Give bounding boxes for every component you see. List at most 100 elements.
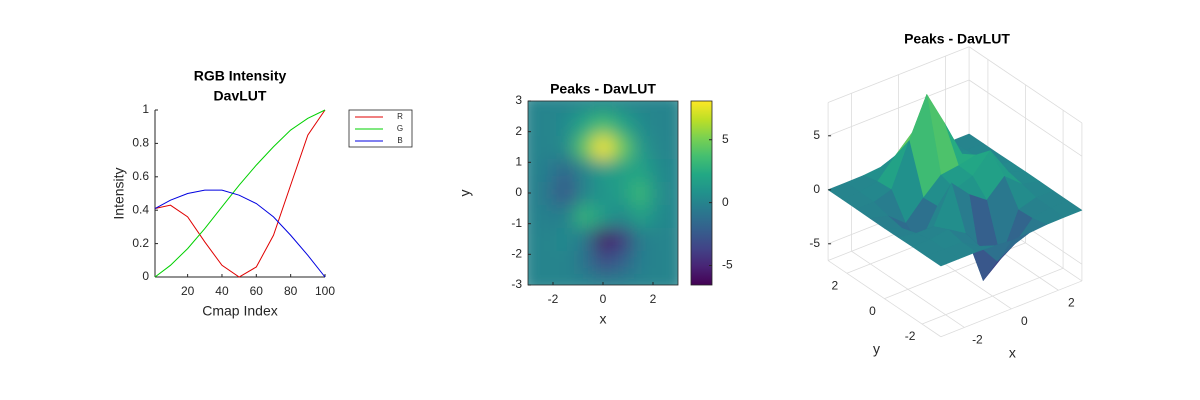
heatmap-cell	[612, 273, 632, 285]
grid-line	[921, 267, 1064, 325]
chart-title: DavLUT	[214, 88, 267, 104]
x-axis-label: x	[600, 311, 607, 327]
chart-title: RGB Intensity	[194, 68, 287, 84]
x-axis-label: x	[1009, 345, 1016, 361]
y-tick-label: -2	[511, 247, 522, 261]
heatmap-cell	[528, 135, 538, 159]
x-tick-label: 100	[315, 284, 335, 298]
heatmap-cell	[574, 227, 595, 251]
axes-edge	[968, 46, 1083, 124]
grid-line	[827, 79, 970, 137]
heatmap-cell	[528, 250, 538, 274]
heatmap-cell	[556, 158, 576, 182]
heatmap-cell	[556, 273, 576, 285]
y-tick-label: 0	[142, 269, 149, 283]
heatmap-cell	[668, 204, 678, 228]
x-tick-label: 80	[284, 284, 298, 298]
heatmap-cell	[574, 181, 595, 205]
heatmap-cell	[537, 204, 557, 228]
heatmap-cell	[556, 250, 576, 274]
heatmap-cell	[593, 273, 613, 285]
heatmap-cell	[528, 112, 538, 136]
x-tick-label: -2	[548, 292, 559, 306]
y-tick-label: 0.6	[132, 169, 149, 183]
heatmap-cell	[612, 227, 632, 251]
heatmap-cell	[668, 273, 678, 285]
heatmap-cell	[574, 101, 595, 113]
heatmap-cell	[631, 158, 651, 182]
x-tick-label: 2	[1068, 295, 1075, 309]
heatmap-cell	[574, 204, 595, 228]
heatmap-cell	[631, 273, 651, 285]
heatmap-cell	[631, 227, 651, 251]
y-axis-label: y	[457, 190, 473, 197]
heatmap-cell	[631, 250, 651, 274]
heatmap-cell	[574, 273, 595, 285]
line-series	[154, 109, 326, 278]
heatmap-smooth	[528, 101, 678, 285]
heatmap-cell	[668, 135, 678, 159]
x-tick-label: 0	[1021, 314, 1028, 328]
heatmap-cell	[668, 181, 678, 205]
heatmap-cell	[556, 181, 576, 205]
heatmap-cell	[593, 250, 613, 274]
heatmap-cell	[668, 250, 678, 274]
heatmap-cell	[537, 181, 557, 205]
x-tick-label: 40	[215, 284, 229, 298]
heatmap-cell	[668, 101, 678, 113]
heatmap-cell	[649, 250, 670, 274]
heatmap-cell	[593, 204, 613, 228]
z-tick-label: 0	[813, 182, 820, 196]
x-tick-label: 60	[250, 284, 264, 298]
heatmap-cell	[556, 101, 576, 113]
heatmap-cell	[631, 135, 651, 159]
heatmap-cell	[631, 101, 651, 113]
y-tick-label: -3	[511, 277, 522, 291]
colorbar-tick-label: 0	[722, 195, 729, 209]
heatmap-cell	[649, 181, 670, 205]
heatmap-cell	[528, 227, 538, 251]
heatmap-cell	[528, 181, 538, 205]
colorbar-tick-label: -5	[722, 258, 733, 272]
heatmap-cell	[593, 101, 613, 113]
heatmap-cells	[528, 101, 678, 285]
heatmap-cell	[631, 181, 651, 205]
axes-edge	[827, 46, 970, 103]
heatmap-cell	[528, 204, 538, 228]
y-tick-label: -1	[511, 216, 522, 230]
heatmap-cell	[668, 112, 678, 136]
y-tick-label: 2	[832, 278, 839, 292]
y-tick-label: 2	[515, 124, 522, 138]
legend-label: B	[397, 136, 402, 145]
y-tick-label: 0	[869, 304, 876, 318]
heatmap-cell	[631, 204, 651, 228]
z-tick-label: -5	[809, 236, 820, 250]
heatmap-cell	[668, 158, 678, 182]
line-series	[154, 109, 326, 278]
y-axis-label: Intensity	[111, 167, 127, 219]
y-tick-label: 1	[515, 155, 522, 169]
line-series	[154, 189, 326, 278]
x-tick-label: 2	[650, 292, 657, 306]
heatmap-cell	[528, 158, 538, 182]
heatmap-cell	[537, 101, 557, 113]
heatmap-cell	[612, 112, 632, 136]
heatmap-cell	[537, 250, 557, 274]
heatmap-cell	[649, 135, 670, 159]
heatmap-cell	[556, 112, 576, 136]
heatmap-cell	[649, 273, 670, 285]
heatmap-cell	[649, 158, 670, 182]
heatmap-cell	[612, 250, 632, 274]
heatmap-cell	[649, 112, 670, 136]
y-tick-label: 0.4	[132, 202, 149, 216]
y-tick-label: 0.2	[132, 236, 149, 250]
y-tick-label: 0	[515, 185, 522, 199]
surface-face	[926, 249, 959, 267]
heatmap-cell	[668, 227, 678, 251]
axes-edge	[940, 280, 1083, 338]
heatmap-cell	[593, 158, 613, 182]
heatmap-cell	[612, 101, 632, 113]
legend-label: R	[397, 112, 403, 121]
heatmap-cell	[574, 250, 595, 274]
